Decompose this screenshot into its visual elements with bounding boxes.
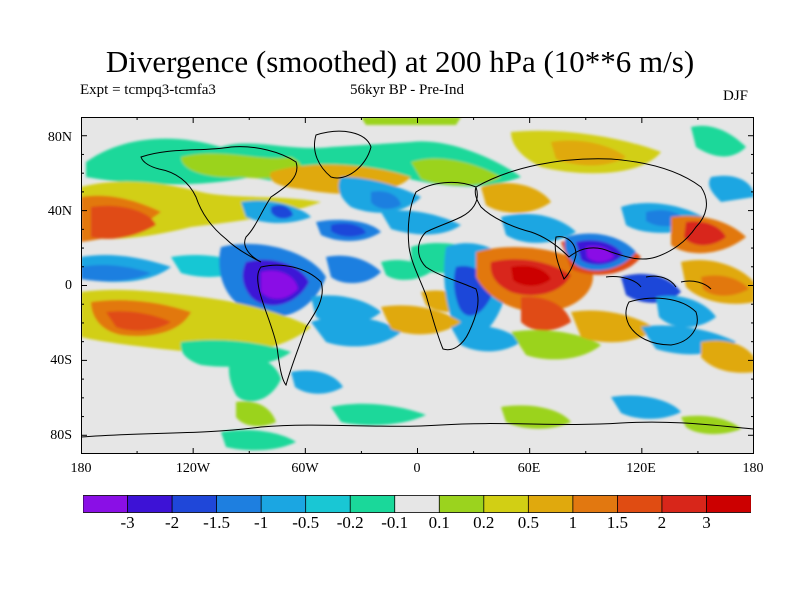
lon-label-120w: 120W	[175, 461, 211, 476]
divergence-map	[81, 117, 754, 454]
lon-label-0: 0	[413, 461, 421, 476]
colorbar-label: -0.5	[292, 513, 320, 532]
colorbar-swatch	[305, 495, 351, 513]
axis-ticks	[81, 117, 754, 454]
colorbar-swatch	[216, 495, 262, 513]
coastlines	[81, 130, 754, 438]
colorbar-label: -1	[254, 513, 269, 532]
season-label: DJF	[723, 88, 749, 104]
colorbar-label: -0.2	[336, 513, 364, 532]
lat-label-40s: 40S	[50, 353, 72, 368]
colorbar-swatch	[83, 495, 129, 513]
lon-label-120e: 120E	[626, 461, 656, 476]
colorbar-label: 0.1	[428, 513, 450, 532]
colorbar-swatch	[527, 495, 574, 513]
lat-label-40n: 40N	[47, 204, 72, 219]
colorbar-label: 1.5	[606, 513, 629, 532]
colorbar	[83, 495, 751, 513]
lat-label-80n: 80N	[47, 130, 72, 145]
field-shading	[81, 117, 754, 454]
period-label: 56kyr BP - Pre-Ind	[350, 82, 465, 98]
colorbar-label: -3	[120, 513, 135, 532]
colorbar-swatch	[127, 495, 173, 513]
lon-label-180e: 180	[742, 461, 764, 476]
colorbar-label: 0.2	[473, 513, 495, 532]
colorbar-swatch	[260, 495, 307, 513]
colorbar-swatch	[483, 495, 530, 513]
colorbar-label: 1	[568, 513, 578, 532]
chart-title: Divergence (smoothed) at 200 hPa (10**6 …	[105, 44, 695, 79]
lat-label-0: 0	[65, 278, 72, 293]
experiment-label: Expt = tcmpq3-tcmfa3	[80, 82, 216, 98]
colorbar-swatch	[438, 495, 485, 513]
lon-label-60w: 60W	[291, 461, 319, 476]
colorbar-swatch	[171, 495, 218, 513]
colorbar-swatch	[394, 495, 440, 513]
colorbar-swatch	[349, 495, 396, 513]
colorbar-label: -2	[164, 513, 180, 532]
colorbar-label: 2	[657, 513, 667, 532]
colorbar-swatch	[572, 495, 619, 513]
colorbar-label: -1.5	[203, 513, 231, 532]
colorbar-label: 0.5	[517, 513, 539, 532]
colorbar-swatch	[617, 495, 663, 513]
colorbar-swatch	[661, 495, 708, 513]
lon-label-180w: 180	[70, 461, 92, 476]
lat-label-80s: 80S	[50, 428, 72, 443]
colorbar-label: 3	[702, 513, 711, 532]
colorbar-label: -0.1	[381, 513, 409, 532]
lon-label-60e: 60E	[517, 461, 541, 476]
colorbar-swatch	[706, 495, 751, 513]
